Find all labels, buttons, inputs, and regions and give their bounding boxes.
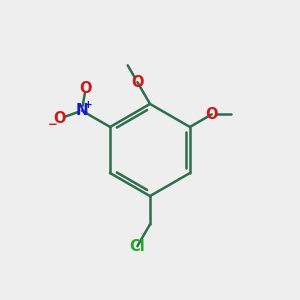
Text: O: O (80, 81, 92, 96)
Text: +: + (84, 100, 93, 110)
Text: O: O (53, 111, 66, 126)
Text: O: O (206, 107, 218, 122)
Text: O: O (131, 75, 144, 90)
Text: Cl: Cl (130, 239, 145, 254)
Text: −: − (47, 118, 57, 130)
Text: N: N (75, 103, 88, 118)
